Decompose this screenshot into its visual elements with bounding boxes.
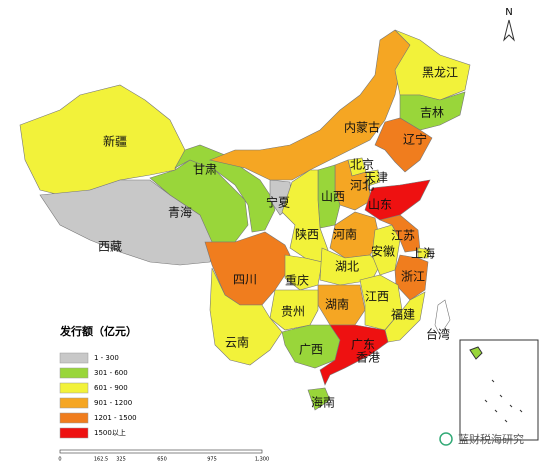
province bbox=[307, 387, 331, 411]
province bbox=[374, 117, 433, 173]
province-label: 安徽 bbox=[371, 244, 395, 259]
province-label: 重庆 bbox=[285, 274, 309, 288]
legend: 1 - 300 301 - 600 601 - 900 901 - 1200 1201 … bbox=[59, 352, 137, 439]
province bbox=[269, 289, 319, 331]
province-label: 陕西 bbox=[295, 227, 319, 242]
legend-label: 1 - 300 bbox=[94, 354, 119, 362]
province-label: 河南 bbox=[333, 227, 357, 242]
scale-label: 975 bbox=[207, 457, 217, 463]
province bbox=[317, 284, 366, 326]
province-label: 北京 bbox=[350, 158, 374, 172]
scale-label: 162.5 bbox=[94, 457, 108, 463]
province bbox=[379, 214, 421, 253]
province-label: 青海 bbox=[168, 205, 192, 220]
province-label: 河北 bbox=[350, 179, 374, 193]
province-label: 香港 bbox=[356, 351, 380, 365]
legend-label: 601 - 900 bbox=[94, 384, 128, 392]
scale-label: 650 bbox=[157, 457, 167, 463]
province-label: 新疆 bbox=[103, 134, 127, 149]
province-label: 甘肃 bbox=[193, 163, 217, 177]
legend-label: 301 - 600 bbox=[94, 369, 128, 377]
province bbox=[319, 324, 389, 386]
province bbox=[434, 299, 451, 336]
province-label: 广东 bbox=[351, 338, 375, 352]
province bbox=[319, 247, 381, 286]
legend-swatch bbox=[59, 382, 89, 394]
legend-swatch bbox=[59, 397, 89, 409]
province-label: 辽宁 bbox=[403, 132, 427, 147]
province bbox=[384, 291, 426, 343]
province bbox=[364, 179, 431, 221]
legend-label: 1201 - 1500 bbox=[94, 414, 137, 422]
province-label: 四川 bbox=[233, 273, 257, 287]
legend-label: 901 - 1200 bbox=[94, 399, 132, 407]
provinces bbox=[19, 29, 471, 411]
province-label: 浙江 bbox=[401, 270, 425, 284]
province-label: 湖南 bbox=[325, 297, 349, 312]
province-label: 西藏 bbox=[98, 240, 122, 254]
province-label: 宁夏 bbox=[266, 195, 290, 210]
province-label: 山东 bbox=[368, 198, 392, 212]
province-label: 台湾 bbox=[426, 327, 450, 342]
province-label: 黑龙江 bbox=[422, 66, 458, 80]
north-arrow bbox=[503, 19, 515, 42]
province-label: 上海 bbox=[411, 246, 435, 261]
south-sea-inset bbox=[459, 339, 539, 441]
province bbox=[417, 247, 431, 259]
province-label: 山西 bbox=[321, 190, 345, 204]
province bbox=[394, 254, 429, 301]
province-label: 内蒙古 bbox=[344, 120, 380, 135]
scale-label: 1,300 bbox=[255, 457, 269, 463]
inset-islands bbox=[469, 346, 523, 423]
legend-title: 发行额（亿元） bbox=[59, 324, 137, 338]
province-label: 天津 bbox=[364, 171, 388, 185]
province bbox=[174, 144, 276, 233]
legend-swatch bbox=[59, 412, 89, 424]
province-label: 江西 bbox=[365, 290, 389, 304]
province-label: 江苏 bbox=[391, 229, 415, 243]
province-label: 云南 bbox=[225, 335, 249, 350]
scale-bar: 0 162.5 325 650 975 1,300 bbox=[58, 449, 269, 463]
legend-swatch bbox=[59, 352, 89, 364]
province bbox=[209, 267, 283, 366]
province-label: 海南 bbox=[311, 395, 335, 410]
legend-swatch bbox=[59, 427, 89, 439]
province-label: 湖北 bbox=[335, 259, 359, 274]
scale-label: 325 bbox=[116, 457, 126, 463]
province-label: 广西 bbox=[299, 343, 323, 357]
north-label: N bbox=[505, 7, 512, 18]
scale-label: 0 bbox=[58, 457, 61, 463]
watermark-icon bbox=[439, 432, 453, 446]
province-label: 福建 bbox=[391, 307, 415, 322]
province-label: 吉林 bbox=[420, 106, 444, 120]
province-label: 贵州 bbox=[281, 305, 305, 319]
legend-label: 1500以上 bbox=[94, 428, 126, 437]
legend-swatch bbox=[59, 367, 89, 379]
scale-bar-line bbox=[59, 449, 263, 454]
watermark: 蓝财税海研究 bbox=[458, 432, 524, 446]
